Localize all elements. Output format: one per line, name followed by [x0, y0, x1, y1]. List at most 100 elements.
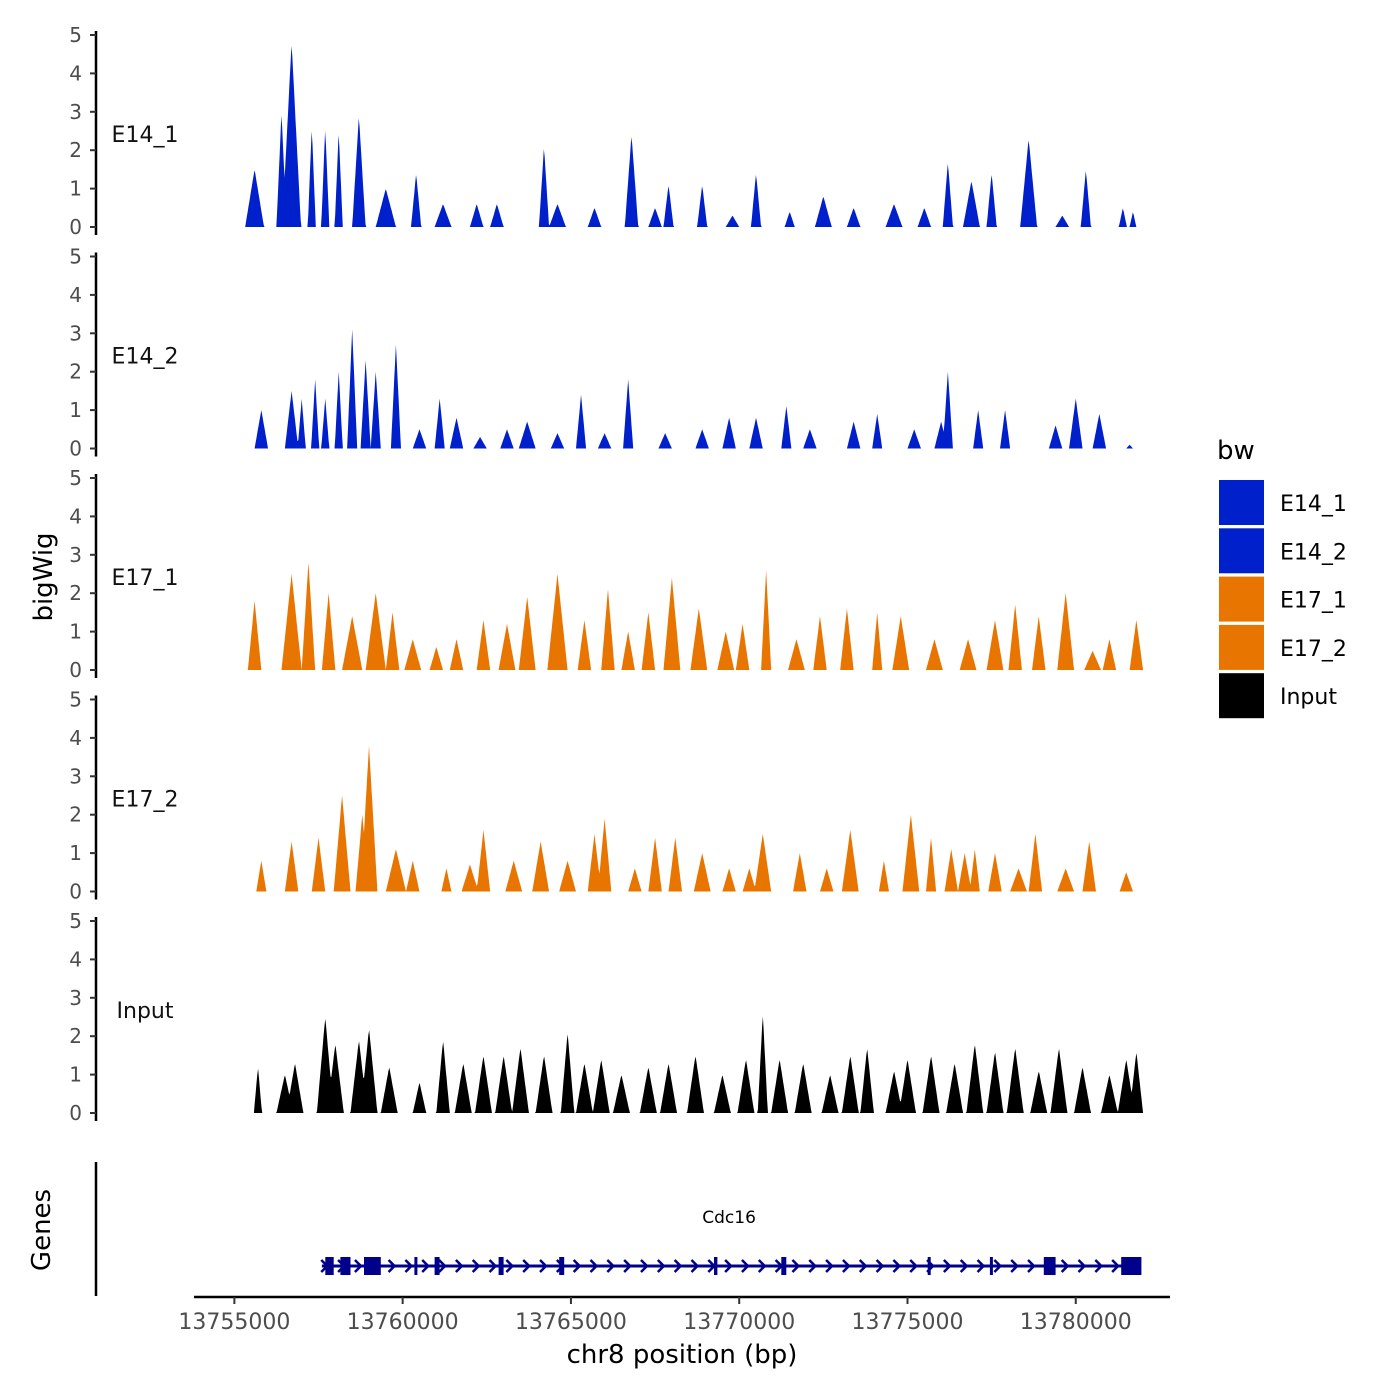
strand-arrow — [959, 1259, 969, 1273]
y-tick-label: 4 — [69, 726, 82, 750]
signal-peak — [1037, 615, 1040, 618]
gene-track: Genes Cdc16 — [27, 1162, 1142, 1296]
signal-peak — [1064, 867, 1067, 870]
signal-peak — [795, 638, 798, 641]
signal-peak — [290, 840, 293, 843]
signal-peak — [374, 370, 377, 373]
signal-peak — [307, 561, 310, 564]
signal-peak — [260, 859, 263, 862]
signal-peak — [394, 343, 397, 346]
legend-item-E17_2: E17_2 — [1219, 624, 1347, 670]
strand-arrow — [673, 1259, 683, 1273]
legend-swatch — [1219, 576, 1264, 622]
strand-arrow — [606, 1259, 616, 1273]
signal-peak — [556, 432, 559, 435]
signal-peak — [940, 420, 943, 423]
signal-peak — [384, 187, 387, 190]
y-tick-label: 1 — [69, 841, 82, 865]
signal-peak — [593, 832, 596, 835]
y-tick-label: 4 — [69, 947, 82, 971]
signal-peak — [909, 813, 912, 816]
track-label-E14_1: E14_1 — [112, 123, 179, 148]
signal-peak — [977, 409, 980, 412]
x-tick-label: 13755000 — [178, 1310, 290, 1335]
signal-peak — [442, 1039, 445, 1042]
signal-peak — [290, 41, 293, 44]
signal-peak — [1108, 1073, 1111, 1076]
strand-arrow — [421, 1259, 430, 1273]
legend-title: bw — [1217, 436, 1255, 466]
signal-peak — [728, 867, 731, 870]
signal-peak — [310, 126, 313, 129]
strand-arrow — [791, 1259, 801, 1273]
strand-arrow — [354, 1259, 363, 1273]
signal-peak — [728, 416, 731, 419]
track-label-E17_1: E17_1 — [112, 566, 179, 591]
y-tick-label: 3 — [69, 764, 82, 788]
signal-peak — [1121, 206, 1124, 209]
signal-peak — [1108, 638, 1111, 641]
y-tick-label: 5 — [69, 23, 82, 47]
signal-peak — [893, 1069, 896, 1072]
signal-peak — [899, 615, 902, 618]
signal-peak — [607, 588, 610, 591]
signal-peak — [664, 432, 667, 435]
signal-peak — [280, 110, 283, 113]
strand-arrow — [825, 1259, 834, 1273]
signal-peak — [967, 638, 970, 641]
signal-peak — [829, 1073, 832, 1076]
signal-peak — [1098, 412, 1101, 415]
signal-peak — [361, 813, 364, 816]
gene-exon — [1121, 1257, 1142, 1275]
y-tick-label: 2 — [69, 803, 82, 827]
signal-peak — [1074, 397, 1077, 400]
signal-peak — [600, 1058, 603, 1061]
signal-peak — [415, 172, 418, 175]
signal-peak — [324, 1016, 327, 1019]
signal-peak — [539, 840, 542, 843]
legend-label: Input — [1280, 685, 1337, 710]
strand-arrow — [1094, 1259, 1104, 1273]
signal-peak — [893, 203, 896, 206]
legend-label: E17_2 — [1280, 637, 1347, 662]
strand-arrow — [522, 1259, 531, 1273]
signal-peak — [627, 378, 630, 381]
strand-arrow — [505, 1259, 515, 1273]
signal-peak — [1034, 832, 1037, 835]
y-tick-label: 4 — [69, 504, 82, 528]
strand-arrow — [589, 1259, 599, 1273]
y-tick-label: 1 — [69, 620, 82, 644]
legend-label: E17_1 — [1280, 589, 1347, 614]
track-Input: 0 1 2 3 4 5 Input — [69, 909, 1144, 1125]
strand-arrow — [858, 1259, 868, 1273]
signal-peak — [341, 794, 344, 797]
y-tick-label: 3 — [69, 543, 82, 567]
track-E14_1: 0 1 2 3 4 5 E14_1 — [69, 23, 1137, 239]
x-tick-label: 13765000 — [515, 1310, 627, 1335]
signal-area-E17_1 — [247, 562, 1144, 670]
signal-peak — [455, 638, 458, 641]
genes-label: Genes — [27, 1189, 57, 1271]
signal-peak — [1014, 603, 1017, 606]
legend-items: E14_1 E14_2 E17_1 E17_2 Input — [1219, 480, 1347, 719]
strand-arrow — [1077, 1259, 1087, 1273]
signal-peak — [1054, 424, 1057, 427]
signal-peak — [845, 607, 848, 610]
signal-peak — [876, 412, 879, 415]
x-tick-label: 13775000 — [851, 1310, 963, 1335]
strand-arrow — [909, 1259, 918, 1273]
legend-swatch — [1219, 480, 1264, 525]
signal-peak — [506, 428, 509, 431]
signal-peak — [1064, 592, 1067, 595]
legend: bw E14_1 E14_2 E17_1 E17_2 Input — [1217, 436, 1347, 719]
signal-peak — [411, 859, 414, 862]
signal-peak — [482, 619, 485, 622]
signal-peak — [1135, 1050, 1138, 1053]
signal-peak — [337, 370, 340, 373]
signal-peak — [1135, 619, 1138, 622]
strand-arrow — [572, 1259, 582, 1273]
y-tick-label: 1 — [69, 177, 82, 201]
signal-peak — [445, 867, 448, 870]
track-label-E17_2: E17_2 — [112, 788, 179, 813]
